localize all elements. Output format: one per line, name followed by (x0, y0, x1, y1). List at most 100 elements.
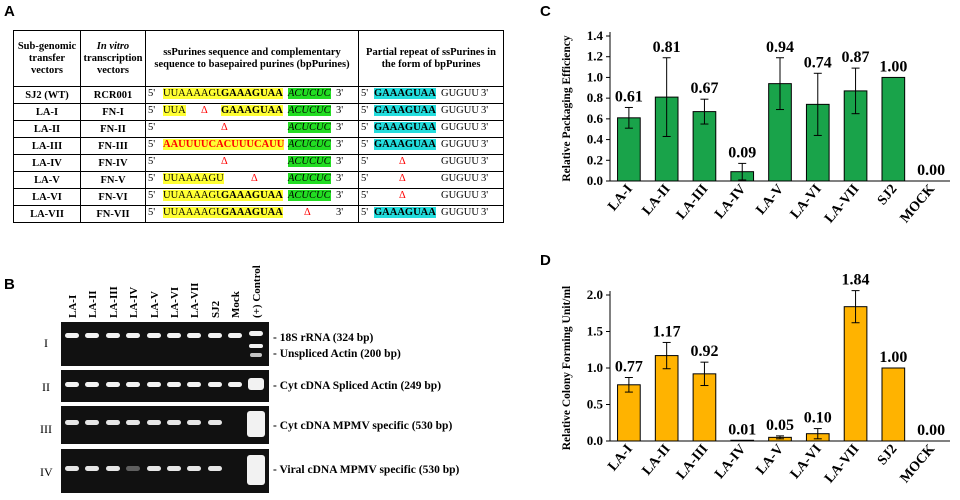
category-label: LA-I (605, 442, 635, 474)
gel-band (187, 466, 202, 471)
three-prime: 3' (481, 173, 489, 184)
five-prime: 5' (361, 173, 369, 184)
three-prime: 3' (481, 156, 489, 167)
value-label: 0.81 (653, 39, 681, 56)
table-row: LA-II FN-II 5' Δ ACUCUC 3' 5' GAAAGUAA G… (13, 120, 504, 138)
sspurines-cell: 5' UUAAAAGU GAAAGUAA Δ 3' (145, 205, 359, 223)
y-axis-label: Relative Packaging Efficiency (561, 35, 573, 182)
five-prime: 5' (361, 156, 369, 167)
seq-gaaaguaa-repeat: GAAAGUAA (374, 105, 436, 116)
three-prime: 3' (336, 122, 344, 133)
five-prime: 5' (148, 156, 156, 167)
gel-band (228, 333, 243, 338)
gel-band (167, 333, 181, 338)
sspurines-cell: 5' UUAAAAGU GAAAGUAA ACUCUC 3' (145, 86, 359, 104)
seq-guguu: GUGUU (441, 207, 479, 218)
gel-band (105, 466, 120, 471)
category-label: LA-III (674, 442, 712, 483)
three-prime: 3' (336, 190, 344, 201)
seq-acucuc: ACUCUC (288, 122, 331, 133)
seq-acucuc: ACUCUC (288, 190, 331, 201)
y-tick-label: 0.0 (587, 173, 603, 188)
repeat-cell: 5' Δ GUGUU 3' (358, 188, 504, 206)
five-prime: 5' (148, 139, 156, 150)
seq-uuaaaagu: UUAAAAGU (163, 190, 224, 201)
five-prime: 5' (148, 207, 156, 218)
gel-lane-label: LA-II (87, 290, 100, 318)
five-prime: 5' (361, 207, 369, 218)
table-row: LA-V FN-V 5' UUAAAAGU Δ ACUCUC 3' 5' Δ G… (13, 171, 504, 189)
gel-lane-label: LA-IV (128, 286, 141, 318)
category-label: LA-VII (822, 442, 862, 486)
panel-c-letter: C (540, 3, 551, 20)
gel-band (105, 382, 120, 387)
sspurines-cell: 5' Δ ACUCUC 3' (145, 154, 359, 172)
value-label: 1.84 (842, 272, 870, 289)
gel-band (65, 382, 79, 387)
y-tick-label: 1.0 (587, 360, 603, 375)
gel-lane-label: LA-VII (189, 282, 202, 318)
value-label: 0.00 (917, 162, 945, 179)
gel-lane-label: LA-VI (169, 286, 181, 318)
five-prime: 5' (361, 105, 369, 116)
three-prime: 3' (481, 88, 489, 99)
bar (881, 367, 906, 442)
y-tick-label: 1.0 (587, 69, 603, 84)
value-label: 0.01 (728, 421, 756, 438)
bar (881, 76, 906, 182)
seq-gaaaguaa-repeat: GAAAGUAA (374, 122, 436, 133)
sspurines-cell: 5' Δ ACUCUC 3' (145, 120, 359, 138)
header-ivt-rest: transcription vectors (83, 52, 143, 76)
value-label: 0.77 (615, 358, 643, 375)
deletion-mark: Δ (251, 173, 258, 184)
category-label: LA-IV (712, 442, 749, 482)
gel-band (207, 466, 222, 471)
seq-uua: UUA (163, 105, 186, 116)
y-axis-label: Relative Colony Forming Unit/ml (561, 286, 573, 451)
sspurines-cell: 5' UUAAAAGU GAAAGUAA ACUCUC 3' (145, 188, 359, 206)
repeat-cell: 5' GAAAGUAA GUGUU 3' (358, 205, 504, 223)
seq-guguu: GUGUU (441, 122, 479, 133)
value-label: 0.61 (615, 88, 643, 105)
gel-band (85, 420, 100, 425)
sspurines-cell: 5' AAUUUUCACUUUCAUU ACUCUC 3' (145, 137, 359, 155)
table-row: SJ2 (WT) RCR001 5' UUAAAAGU GAAAGUAA ACU… (13, 86, 504, 104)
value-label: 1.00 (879, 58, 907, 75)
sspurines-cell: 5' UUAAAAGU Δ ACUCUC 3' (145, 171, 359, 189)
category-label: LA-V (754, 442, 787, 478)
gel-lane-label: LA-III (107, 286, 120, 318)
three-prime: 3' (336, 105, 344, 116)
gel-row-label: III (40, 422, 52, 436)
seq-acucuc: ACUCUC (288, 156, 331, 167)
gel-band (85, 466, 100, 471)
y-tick-label: 0.0 (587, 433, 603, 448)
ivt-name: FN-VI (80, 188, 146, 206)
gel-lane-label: (+) Control (250, 265, 263, 318)
panel-d-letter: D (540, 252, 551, 269)
vector-name: LA-II (13, 120, 81, 138)
seq-acucuc: ACUCUC (288, 105, 331, 116)
ivt-name: FN-IV (80, 154, 146, 172)
three-prime: 3' (481, 139, 489, 150)
deletion-mark: Δ (399, 156, 406, 167)
vector-name: LA-III (13, 137, 81, 155)
category-label: LA-VI (788, 182, 825, 222)
bar (843, 306, 868, 442)
value-label: 0.09 (728, 144, 756, 161)
colony-forming-chart: 0.0 0.5 1.0 1.5 2.0 Relative Colony Forming U… (561, 272, 950, 486)
deletion-mark: Δ (304, 207, 311, 218)
gel-band (167, 420, 181, 425)
value-label: 0.74 (804, 54, 832, 71)
repeat-cell: 5' GAAAGUAA GUGUU 3' (358, 137, 504, 155)
category-label: LA-VII (822, 182, 862, 226)
gel-image-row-4 (61, 449, 269, 493)
five-prime: 5' (361, 122, 369, 133)
category-label: LA-VI (788, 442, 825, 482)
label-cyt-mpmv: - Cyt cDNA MPMV specific (530 bp) (273, 420, 453, 432)
gel-band (187, 333, 202, 338)
repeat-cell: 5' GAAAGUAA GUGUU 3' (358, 103, 504, 121)
gel-band (65, 333, 79, 338)
panel-b-letter: B (4, 276, 15, 293)
gel-band (146, 382, 161, 387)
header-sspurines: ssPurines sequence and complementary seq… (145, 30, 359, 87)
